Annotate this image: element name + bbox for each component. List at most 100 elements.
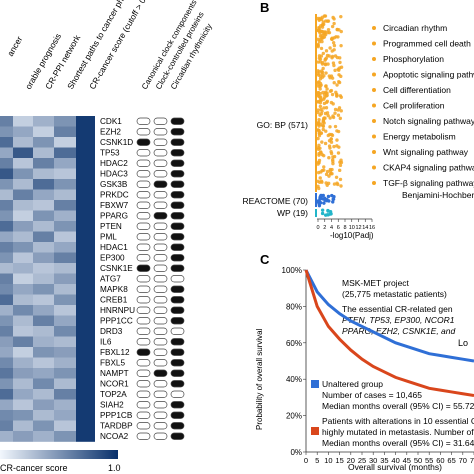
heatmap-cell (0, 137, 13, 148)
clock-indicator (170, 348, 185, 356)
heatmap-cell (0, 273, 13, 285)
gene-label: EP300 (100, 254, 125, 263)
clock-indicator (136, 128, 151, 136)
clock-indicator (153, 296, 168, 304)
enriched-term-label: Programmed cell death (383, 39, 471, 49)
enrichment-dot (324, 106, 329, 110)
enrichment-dot (317, 120, 321, 125)
clock-indicator (153, 149, 168, 157)
c-x-tick-label: 35 (380, 456, 388, 465)
heatmap-cell (76, 242, 95, 253)
enrichment-dot (323, 57, 328, 61)
enrichment-dot (335, 144, 339, 148)
clock-indicator (136, 348, 151, 356)
heatmap-cell (33, 315, 54, 327)
heatmap-cell (33, 347, 54, 358)
enrichment-dot (318, 197, 322, 201)
heatmap-cell (33, 305, 54, 316)
b-tick-label: 12 (355, 225, 361, 231)
enrichment-dot (321, 66, 325, 71)
clock-indicator (136, 149, 151, 157)
enrichment-dot (328, 167, 333, 172)
clock-indicator (153, 222, 168, 230)
heatmap-cell (0, 399, 13, 411)
clock-indicator (170, 159, 185, 167)
clock-indicator (170, 149, 185, 157)
enrichment-dot (327, 174, 331, 178)
heatmap-cell (0, 231, 13, 243)
enrichment-dot (317, 124, 321, 128)
c-y-label: Probability of overall survival (255, 328, 264, 430)
c-x-tick-label: 70 (459, 456, 467, 465)
heatmap-cell (33, 221, 54, 232)
enrichment-dot (322, 121, 326, 125)
clock-indicator (153, 348, 168, 356)
term-marker-dot (372, 103, 376, 108)
enrichment-dot (329, 150, 333, 154)
heatmap-cell (54, 410, 76, 421)
enrichment-dot (316, 136, 320, 141)
heatmap-cell (54, 263, 76, 274)
heatmap-cell (0, 315, 13, 327)
enrichment-dot (330, 56, 334, 60)
b-tick-label: 4 (330, 225, 333, 231)
heatmap-cell (54, 221, 76, 232)
enrichment-dot (327, 144, 332, 148)
enrichment-dot (330, 92, 335, 97)
enrichment-dot (331, 102, 335, 106)
enrichment-dot (317, 25, 321, 30)
clock-indicator (136, 411, 151, 419)
heatmap-cell (0, 168, 13, 180)
heatmap-cell (0, 221, 13, 232)
enrichment-dot (325, 87, 329, 91)
legend-altered-title: Patients with alterations in 10 essentia… (322, 416, 474, 426)
heatmap-cell (33, 200, 54, 211)
enrichment-dot (320, 62, 325, 66)
c-y-ticks: 100% 80% 60% 40% 20% 0% (282, 266, 306, 457)
enrichment-dot (317, 80, 321, 84)
gene-label: MAPK8 (100, 285, 128, 294)
clock-indicator (136, 264, 151, 272)
enrichment-dot (337, 106, 342, 110)
unaltered-survival-curve (304, 269, 474, 363)
enrichment-dot (316, 128, 320, 132)
enrichment-dot (333, 107, 338, 112)
enrichment-dot (328, 46, 332, 50)
panel-b-label: B (260, 0, 269, 15)
enrichment-dot (320, 208, 325, 212)
enrichment-dot (338, 116, 343, 121)
b-tick-label: 10 (349, 225, 355, 231)
colorbar (0, 450, 118, 459)
enrichment-dot (319, 107, 323, 112)
heatmap-cell (33, 399, 54, 411)
clock-indicator (136, 338, 151, 346)
heatmap-cell (54, 420, 76, 432)
enrichment-dot (331, 159, 335, 164)
clock-indicator (170, 243, 185, 251)
clock-indicator (153, 401, 168, 409)
heatmap-cell (54, 231, 76, 243)
b-annotation: Benjamini-Hochber (402, 190, 474, 200)
heatmap-cell (76, 137, 95, 148)
heatmap-cell (76, 315, 95, 327)
clock-indicator (170, 128, 185, 136)
clock-indicator (170, 117, 185, 125)
clock-indicator (136, 422, 151, 430)
gene-label: EZH2 (100, 128, 121, 137)
enrichment-dot (324, 71, 328, 75)
heatmap-cell (0, 357, 13, 369)
enrichment-dot (328, 212, 333, 216)
enrichment-dot (316, 94, 320, 98)
clock-indicator (153, 275, 168, 283)
c-x-tick-label: 75 (470, 456, 474, 465)
clock-indicator (170, 222, 185, 230)
enrichment-dot (320, 69, 324, 73)
gene-label: FBXW7 (100, 201, 129, 210)
c-x-tick-label: 30 (369, 456, 377, 465)
heatmap-cell (33, 242, 54, 253)
clock-indicator (136, 117, 151, 125)
enrichment-dot (322, 201, 326, 205)
heatmap-cell (76, 179, 95, 190)
enriched-term-label: Phosphorylation (383, 54, 444, 64)
heatmap-cell (54, 336, 76, 348)
